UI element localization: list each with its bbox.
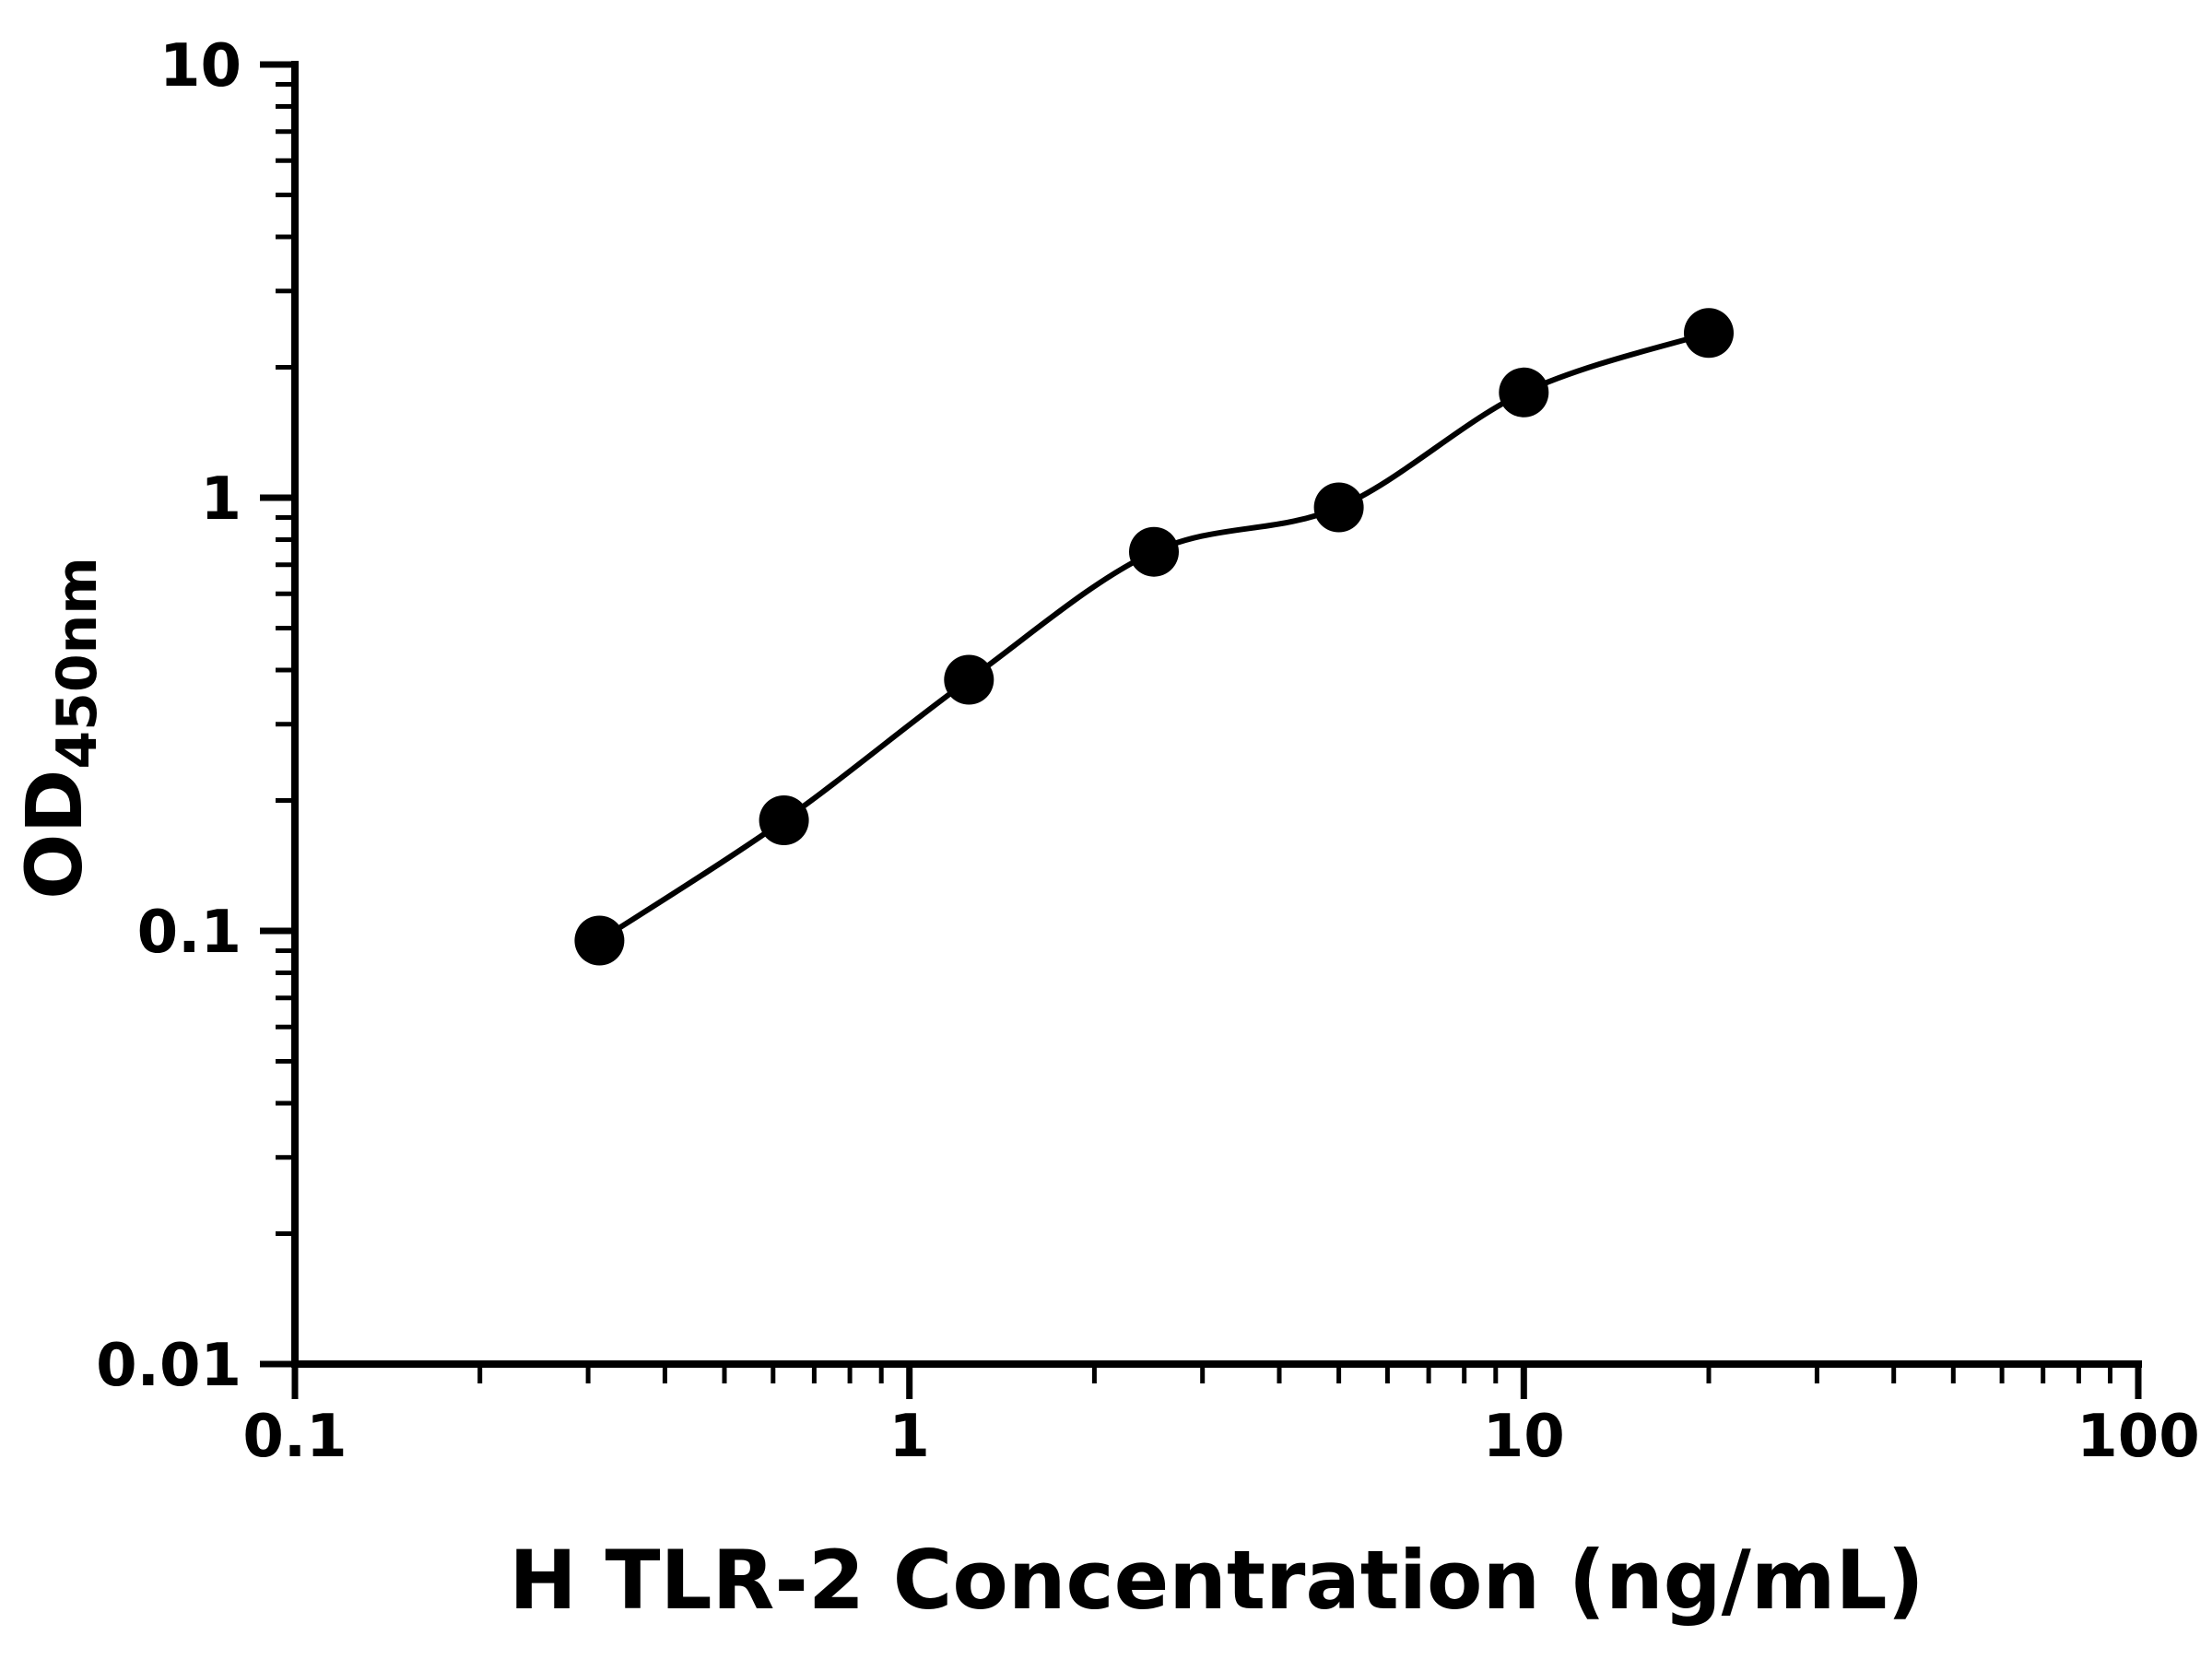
data-point xyxy=(944,654,994,705)
data-point xyxy=(1684,308,1734,359)
data-point xyxy=(1499,367,1549,418)
y-tick-label: 0.01 xyxy=(96,1332,241,1400)
fit-curve xyxy=(597,330,1710,944)
x-tick-label: 1 xyxy=(888,1403,930,1471)
data-point xyxy=(1313,482,1364,533)
y-tick-label: 0.1 xyxy=(137,899,241,967)
y-axis-title-main: OD xyxy=(9,770,100,900)
x-tick-label: 10 xyxy=(1483,1403,1565,1471)
data-point xyxy=(1129,526,1179,577)
x-tick-label: 0.1 xyxy=(242,1403,347,1471)
x-tick-label: 100 xyxy=(2077,1403,2200,1471)
x-axis-title: H TLR-2 Concentration (ng/mL) xyxy=(509,1533,1924,1628)
y-tick-label: 1 xyxy=(200,465,241,534)
y-axis-title-sub: 450nm xyxy=(45,557,110,769)
data-point xyxy=(759,795,809,845)
y-tick-label: 10 xyxy=(159,32,241,100)
data-point xyxy=(574,915,625,966)
y-axis-title: OD450nm xyxy=(9,557,110,900)
